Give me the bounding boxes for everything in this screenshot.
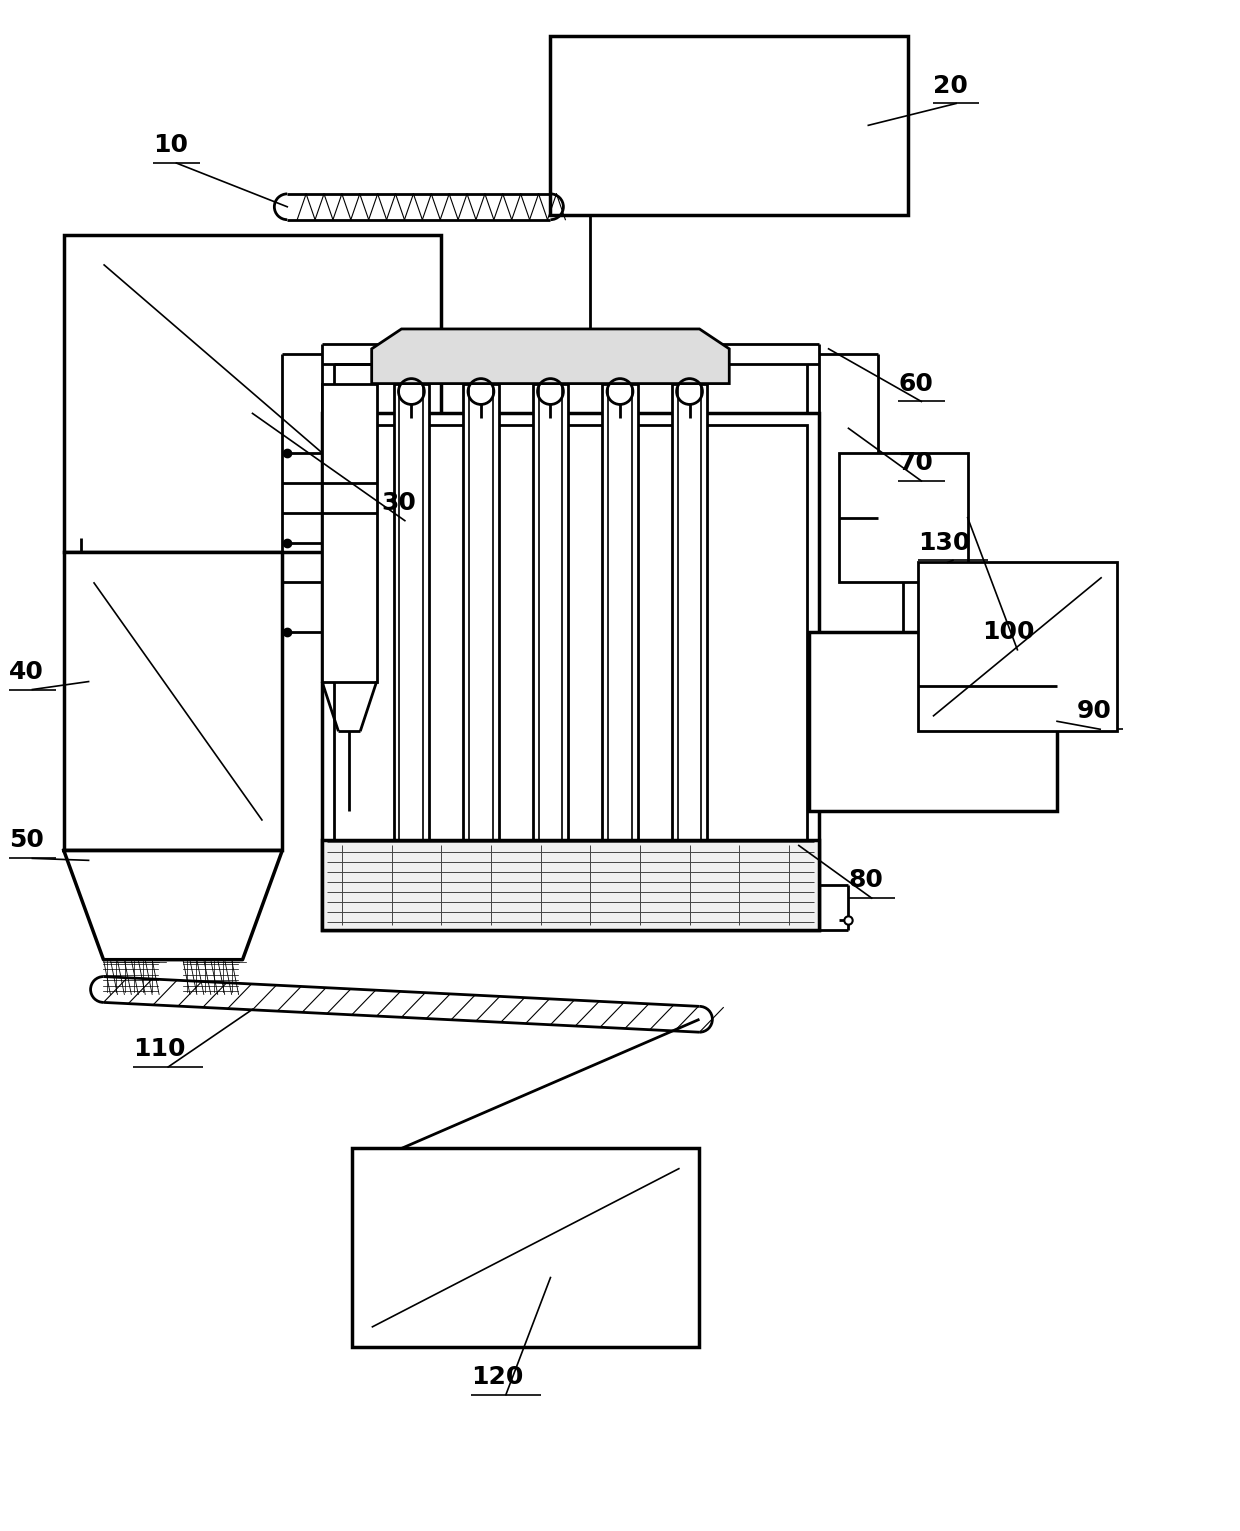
Text: 10: 10 — [154, 133, 188, 158]
Bar — [63, 234, 441, 553]
Text: 120: 120 — [471, 1364, 523, 1389]
Bar — [677, 384, 702, 900]
Bar — [399, 384, 423, 900]
Text: 50: 50 — [9, 828, 43, 853]
Bar — [808, 632, 1056, 811]
Bar — [469, 384, 492, 900]
Text: 60: 60 — [898, 372, 932, 395]
Bar — [393, 384, 429, 900]
Text: 80: 80 — [848, 868, 883, 893]
Text: 40: 40 — [9, 660, 43, 684]
Bar — [672, 384, 707, 900]
Bar — [608, 384, 632, 900]
Bar — [838, 453, 967, 582]
Text: 110: 110 — [133, 1036, 186, 1061]
Bar — [322, 384, 377, 681]
Text: 70: 70 — [898, 452, 932, 475]
Bar — [603, 384, 637, 900]
Text: 90: 90 — [1076, 700, 1112, 723]
Bar — [463, 384, 498, 900]
Text: 100: 100 — [982, 620, 1035, 645]
Polygon shape — [372, 329, 729, 384]
Bar — [533, 384, 568, 900]
Text: 20: 20 — [932, 73, 967, 98]
Bar — [63, 553, 283, 850]
Bar — [538, 384, 563, 900]
Text: 30: 30 — [382, 491, 417, 514]
Bar — [352, 1148, 699, 1347]
Bar — [334, 426, 807, 919]
Bar — [551, 35, 908, 214]
Bar — [918, 562, 1117, 732]
Bar — [322, 841, 818, 929]
Text: 130: 130 — [918, 531, 971, 554]
Bar — [322, 413, 818, 929]
